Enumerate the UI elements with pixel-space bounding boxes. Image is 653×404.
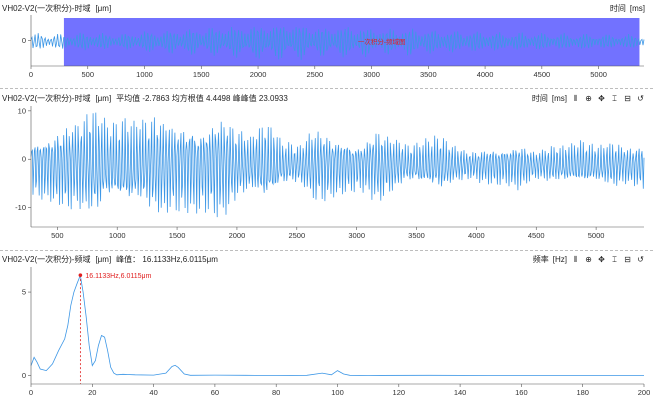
overview-x-tick-label: 1500 (193, 70, 210, 79)
spectrum-x-tick-label: 40 (149, 388, 157, 397)
spectrum-y-tick-label: 0 (22, 371, 26, 380)
overview-unit: [μm] (95, 4, 112, 13)
overview-x-tick-label: 3500 (420, 70, 437, 79)
overview-x-tick-label: 5000 (590, 70, 607, 79)
spectrum-chart[interactable]: 16.1133Hz,6.0115μm 0 20 40 60 80 100 120 140 160 1… (0, 251, 653, 404)
spectrum-x-tick-label: 200 (638, 388, 651, 397)
time-x-tick-label: 3500 (408, 231, 425, 240)
time-x-unit: [ms] (551, 94, 567, 103)
divider (0, 88, 653, 89)
time-y-tick-label: 10 (18, 106, 26, 115)
spectrum-panel: VH02-V2(一次积分)-频域 [μm] 峰值： 16.1133Hz,6.0115… (0, 251, 653, 404)
time-x-label: 时间 (531, 94, 548, 103)
spectrum-x-tick-label: 100 (331, 388, 344, 397)
reset-icon[interactable]: ↺ (637, 94, 644, 103)
overview-x-tick-label: 500 (82, 70, 95, 79)
reset-icon[interactable]: ↺ (637, 255, 644, 264)
time-series-line (30, 112, 645, 218)
spectrum-x-label: 频率 (532, 255, 549, 264)
peak-label: 16.1133Hz,6.0115μm (85, 273, 151, 280)
divider (0, 250, 653, 251)
time-y-tick-label: 0 (22, 155, 26, 164)
move-icon[interactable]: ✥ (598, 94, 605, 103)
overview-x-tick-label: 3000 (363, 70, 380, 79)
spectrum-stats: 峰值： 16.1133Hz,6.0115μm (116, 255, 218, 264)
time-x-tick-label: 5000 (588, 231, 605, 240)
overview-x-unit: [ms] (629, 4, 645, 13)
spectrum-series-line (30, 273, 644, 376)
time-domain-chart[interactable]: 500 1000 1500 2000 2500 3000 3500 4000 4500 5000 1… (0, 90, 653, 250)
spectrum-x-tick-label: 160 (515, 388, 528, 397)
spectrum-x-tick-label: 0 (29, 388, 33, 397)
zoom-icon[interactable]: ⊕ (585, 255, 592, 264)
overview-x-label: 时间 (609, 4, 626, 13)
time-x-tick-label: 4000 (468, 231, 485, 240)
time-stats: 平均值 -2.7863 均方根值 4.4498 峰峰值 23.0933 (116, 94, 288, 103)
spectrum-title-bar: VH02-V2(一次积分)-频域 [μm] 峰值： 16.1133Hz,6.0115… (2, 254, 223, 265)
spectrum-unit: [μm] (95, 255, 112, 264)
spectrum-x-tick-label: 20 (88, 388, 96, 397)
fit-horizontal-icon[interactable]: ⊟ (624, 255, 631, 264)
spectrum-x-tick-label: 80 (272, 388, 280, 397)
waveform-icon[interactable]: ⫴ (573, 255, 578, 264)
spectrum-toolbar: 频率 [Hz] ⫴ ⊕ ✥ ⌶ ⊟ ↺ (533, 254, 645, 265)
time-x-tick-label: 2000 (229, 231, 246, 240)
spectrum-x-unit: [Hz] (552, 255, 567, 264)
time-x-tick-label: 4500 (528, 231, 545, 240)
time-y-tick-label: -10 (15, 203, 26, 212)
overview-axis-info: 时间 [ms] (610, 3, 645, 14)
overview-x-tick-label: 2500 (306, 70, 323, 79)
fit-vertical-icon[interactable]: ⌶ (612, 94, 617, 103)
fit-vertical-icon[interactable]: ⌶ (612, 255, 617, 264)
time-domain-panel: VH02-V2(一次积分)-时域 [μm] 平均值 -2.7863 均方根值 4.4… (0, 90, 653, 250)
overview-x-tick-label: 0 (29, 70, 33, 79)
overview-title: VH02-V2(一次积分)-时域 (2, 4, 91, 13)
overview-chart[interactable]: 一次积分-频域图 0 500 1000 1500 2000 2500 3000 3500 4000… (0, 0, 653, 86)
time-x-tick-label: 1000 (109, 231, 126, 240)
overview-x-tick-label: 4000 (477, 70, 494, 79)
move-icon[interactable]: ✥ (598, 255, 605, 264)
time-x-tick-label: 1500 (169, 231, 186, 240)
overview-series-line (30, 26, 645, 61)
time-title-bar: VH02-V2(一次积分)-时域 [μm] 平均值 -2.7863 均方根值 4.4… (2, 93, 293, 104)
fit-horizontal-icon[interactable]: ⊟ (624, 94, 631, 103)
spectrum-y-tick-label: 5 (22, 288, 26, 297)
spectrum-title: VH02-V2(一次积分)-频域 (2, 255, 91, 264)
time-unit: [μm] (95, 94, 112, 103)
overview-x-tick-label: 4500 (533, 70, 550, 79)
overview-y-tick-label: 0 (22, 36, 26, 45)
spectrum-x-tick-label: 180 (576, 388, 589, 397)
overview-panel: VH02-V2(一次积分)-时域 [μm] 时间 [ms] 一次积分-频域图 0 50… (0, 0, 653, 86)
time-x-tick-label: 3000 (348, 231, 365, 240)
overview-title-bar: VH02-V2(一次积分)-时域 [μm] (2, 3, 116, 14)
spectrum-x-tick-label: 60 (211, 388, 219, 397)
peak-marker-point (78, 273, 83, 277)
spectrum-x-tick-label: 140 (454, 388, 467, 397)
time-title: VH02-V2(一次积分)-时域 (2, 94, 91, 103)
overview-x-tick-label: 1000 (136, 70, 153, 79)
waveform-icon[interactable]: ⫴ (573, 94, 578, 103)
overview-x-tick-label: 2000 (250, 70, 267, 79)
time-x-tick-label: 2500 (288, 231, 305, 240)
selection-label: 一次积分-频域图 (358, 37, 406, 46)
zoom-icon[interactable]: ⊕ (585, 94, 592, 103)
time-toolbar: 时间 [ms] ⫴ ⊕ ✥ ⌶ ⊟ ↺ (532, 93, 645, 104)
time-x-tick-label: 500 (51, 231, 64, 240)
spectrum-x-tick-label: 120 (393, 388, 406, 397)
